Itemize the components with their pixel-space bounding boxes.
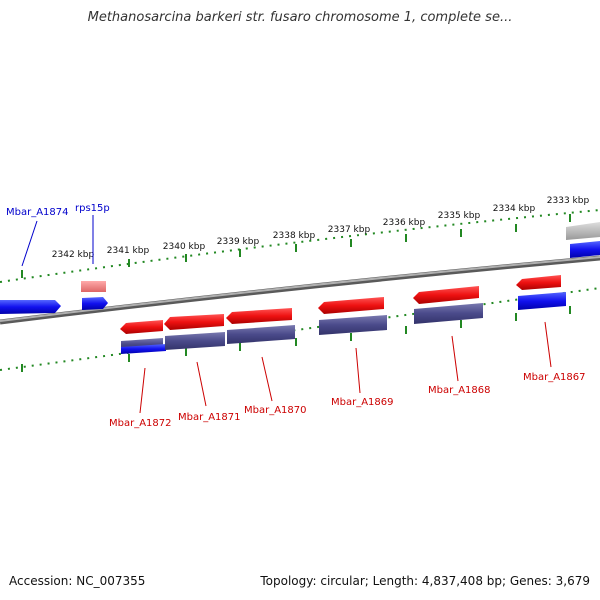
cds-block-partial-right-blue[interactable] <box>570 241 600 258</box>
gene-arrow-mbar-a1867[interactable] <box>516 275 561 290</box>
outer-tick-ring <box>0 209 600 283</box>
label-line-mbar-a1870 <box>261 356 273 402</box>
inner-tick-ring <box>0 287 600 371</box>
gene-label[interactable]: Mbar_A1872 <box>109 418 172 429</box>
tick-label: 2340 kbp <box>163 242 206 252</box>
gene-arrow-partial-right[interactable] <box>566 222 600 240</box>
gene-label[interactable]: Mbar_A1869 <box>331 397 394 408</box>
gene-arrow-mbar-a1871[interactable] <box>164 314 224 330</box>
label-line-mbar-a1871 <box>196 361 207 407</box>
cds-block-mbar-a1872-blue[interactable] <box>121 344 166 354</box>
gene-label[interactable]: Mbar_A1871 <box>178 412 241 423</box>
map-title: Methanosarcina barkeri str. fusaro chrom… <box>87 10 513 25</box>
cds-block-mbar-a1867-blue[interactable] <box>518 292 566 310</box>
cds-block-mbar-a1869[interactable] <box>319 315 387 335</box>
cds-block-mbar-a1868[interactable] <box>414 303 483 324</box>
gene-arrow-mbar-a1870[interactable] <box>226 308 292 324</box>
gene-block-rps15p-rna[interactable] <box>81 281 106 292</box>
tick-label: 2336 kbp <box>383 218 426 228</box>
gene-label[interactable]: Mbar_A1867 <box>523 372 586 383</box>
tick-label: 2337 kbp <box>328 225 371 235</box>
tick-label: 2338 kbp <box>273 231 316 241</box>
tick-label: 2339 kbp <box>217 237 260 247</box>
gene-arrow-mbar-a1874[interactable] <box>0 300 61 314</box>
tick-label: 2335 kbp <box>438 211 481 221</box>
major-ticks <box>21 214 571 278</box>
tick-label: 2342 kbp <box>52 250 95 260</box>
gene-label[interactable]: Mbar_A1868 <box>428 385 491 396</box>
gene-arrow-mbar-a1872[interactable] <box>120 320 163 334</box>
tick-label: 2333 kbp <box>547 196 590 206</box>
label-line-mbar-a1867 <box>544 321 552 368</box>
tick-label: 2341 kbp <box>107 246 150 256</box>
cds-block-mbar-a1870[interactable] <box>227 325 295 344</box>
gene-label[interactable]: rps15p <box>75 203 110 214</box>
label-line-mbar-a1869 <box>355 347 361 394</box>
label-line-mbar-a1874 <box>21 220 38 267</box>
gene-arrow-rps15p[interactable] <box>82 297 108 310</box>
label-line-mbar-a1868 <box>451 335 459 382</box>
gene-label[interactable]: Mbar_A1874 <box>6 207 69 218</box>
inner-major-ticks <box>21 306 571 372</box>
tick-label: 2334 kbp <box>493 204 536 214</box>
gene-arrow-mbar-a1869[interactable] <box>318 297 384 314</box>
gene-arrow-mbar-a1868[interactable] <box>413 286 479 304</box>
topology-label: Topology: circular; Length: 4,837,408 bp… <box>260 574 590 588</box>
gene-label[interactable]: Mbar_A1870 <box>244 405 307 416</box>
accession-label: Accession: NC_007355 <box>9 574 146 588</box>
cds-block-mbar-a1871[interactable] <box>165 332 225 350</box>
label-line-mbar-a1872 <box>139 367 146 414</box>
